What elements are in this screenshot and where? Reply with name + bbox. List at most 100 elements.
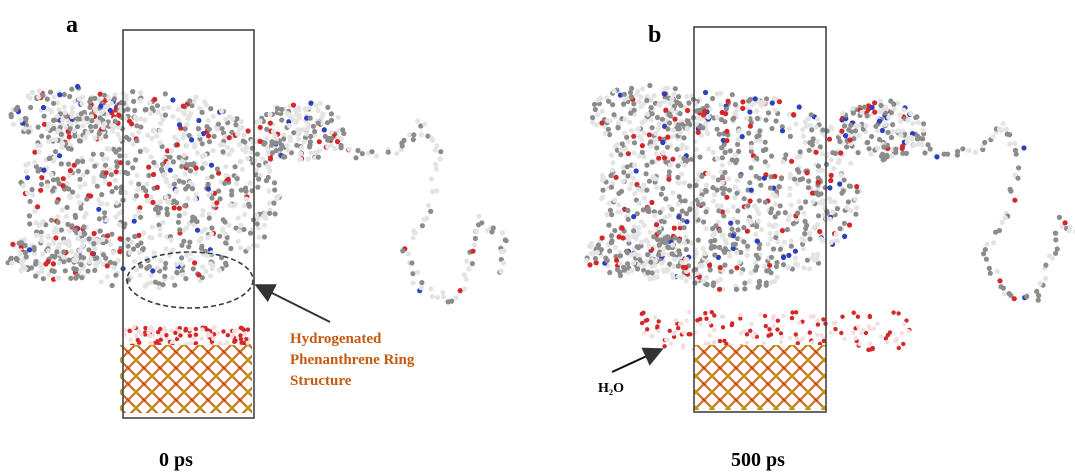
atom xyxy=(45,183,50,188)
atom xyxy=(698,196,703,201)
atom xyxy=(631,134,636,139)
atom xyxy=(724,106,729,111)
atom xyxy=(45,97,50,102)
atom xyxy=(720,163,725,168)
atom xyxy=(301,139,306,144)
atom xyxy=(642,195,647,200)
atom xyxy=(109,232,114,237)
water xyxy=(820,333,824,337)
atom xyxy=(727,251,732,256)
atom xyxy=(219,109,224,114)
atom xyxy=(878,99,883,104)
atom xyxy=(287,135,292,140)
atom xyxy=(785,227,790,232)
atom xyxy=(610,160,615,165)
atom xyxy=(801,265,806,270)
atom xyxy=(795,262,800,267)
atom xyxy=(706,114,711,119)
atom xyxy=(667,120,672,125)
atom xyxy=(973,150,978,155)
atom xyxy=(741,225,746,230)
atom xyxy=(728,148,733,153)
atom xyxy=(855,189,860,194)
atom xyxy=(245,156,250,161)
atom xyxy=(27,213,32,218)
atom xyxy=(773,202,778,207)
atom xyxy=(609,185,614,190)
atom xyxy=(60,117,65,122)
atom xyxy=(667,169,672,174)
atom xyxy=(682,241,687,246)
atom xyxy=(35,204,40,209)
atom xyxy=(167,199,172,204)
atom xyxy=(623,147,628,152)
atom xyxy=(165,211,170,216)
atom xyxy=(644,171,649,176)
atom xyxy=(441,294,446,299)
atom xyxy=(697,124,702,129)
atom xyxy=(910,121,915,126)
atom xyxy=(98,228,103,233)
atom xyxy=(187,240,192,245)
atom xyxy=(740,106,745,111)
atom xyxy=(79,101,84,106)
atom xyxy=(152,250,157,255)
atom xyxy=(24,169,29,174)
atom xyxy=(132,234,137,239)
atom xyxy=(781,262,786,267)
atom xyxy=(791,112,796,117)
atom xyxy=(774,264,779,269)
atom xyxy=(889,135,894,140)
water xyxy=(772,314,776,318)
atom xyxy=(93,124,98,129)
atom xyxy=(55,214,60,219)
atom xyxy=(163,266,168,271)
atom xyxy=(29,187,34,192)
atom xyxy=(708,267,713,272)
atom xyxy=(722,263,727,268)
atom xyxy=(737,259,742,264)
atom xyxy=(1043,263,1048,268)
atom xyxy=(66,239,71,244)
atom xyxy=(98,104,103,109)
atom xyxy=(865,140,870,145)
atom xyxy=(663,159,668,164)
atom xyxy=(60,183,65,188)
atom xyxy=(631,151,636,156)
atom xyxy=(701,201,706,206)
atom xyxy=(995,269,1000,274)
atom xyxy=(208,273,213,278)
atom xyxy=(40,252,45,257)
atom xyxy=(374,154,379,159)
atom xyxy=(96,207,101,212)
atom xyxy=(625,173,630,178)
atom xyxy=(172,135,177,140)
atom xyxy=(308,101,313,106)
atom xyxy=(795,155,800,160)
atom xyxy=(754,174,759,179)
atom xyxy=(809,127,814,132)
atom xyxy=(206,186,211,191)
atom xyxy=(236,239,241,244)
atom xyxy=(83,135,88,140)
atom xyxy=(70,105,75,110)
atom xyxy=(808,123,813,128)
atom xyxy=(897,112,902,117)
atom xyxy=(701,219,706,224)
atom xyxy=(406,251,411,256)
atom xyxy=(648,230,653,235)
atom xyxy=(811,136,816,141)
atom xyxy=(149,136,154,141)
atom xyxy=(847,222,852,227)
atom xyxy=(421,217,426,222)
atom xyxy=(78,184,83,189)
water xyxy=(815,333,819,337)
atom xyxy=(739,271,744,276)
atom xyxy=(233,164,238,169)
atom xyxy=(1008,189,1013,194)
atom xyxy=(235,176,240,181)
atom xyxy=(296,137,301,142)
atom xyxy=(216,122,221,127)
atom xyxy=(828,125,833,130)
atom xyxy=(67,193,72,198)
